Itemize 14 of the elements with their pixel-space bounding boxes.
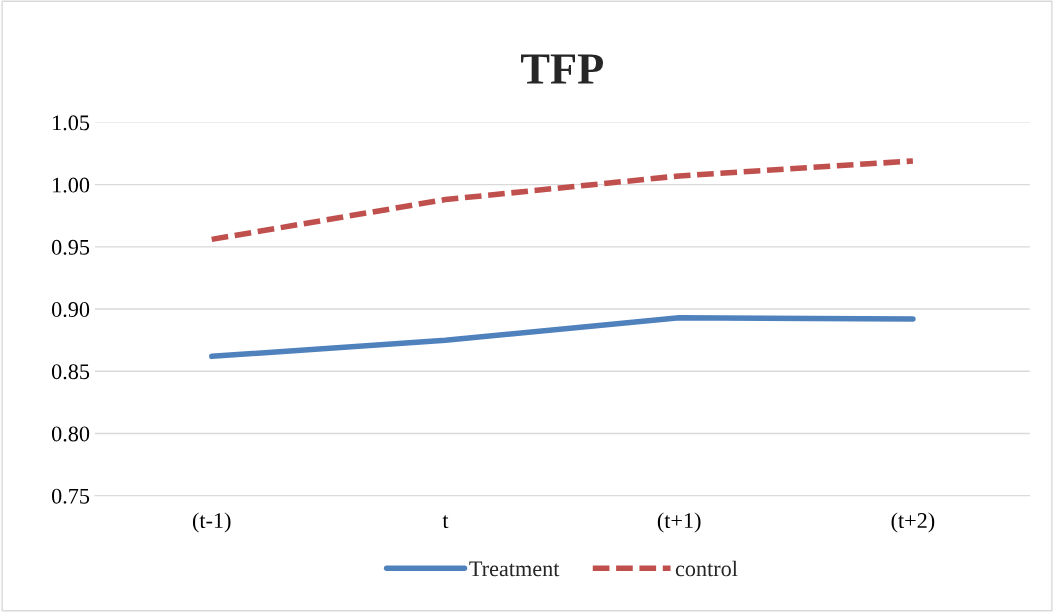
y-tick-label: 0.85: [51, 364, 90, 380]
y-tick-label: 1.00: [53, 177, 90, 193]
y-tick-label: 0.80: [51, 426, 90, 442]
chart-title: TFP: [521, 54, 604, 84]
x-tick-label: (t+2): [891, 512, 935, 533]
legend-label: Treatment: [469, 561, 560, 577]
x-tick-label: (t-1): [192, 512, 231, 533]
x-tick-label: (t+1): [657, 512, 701, 533]
legend-label: control: [675, 560, 738, 577]
y-tick-label: 0.95: [51, 239, 90, 255]
y-tick-label: 0.75: [51, 488, 90, 504]
y-tick-label: 0.90: [51, 301, 90, 318]
y-tick-label: 1.05: [53, 115, 90, 131]
x-tick-label: t: [442, 515, 449, 529]
